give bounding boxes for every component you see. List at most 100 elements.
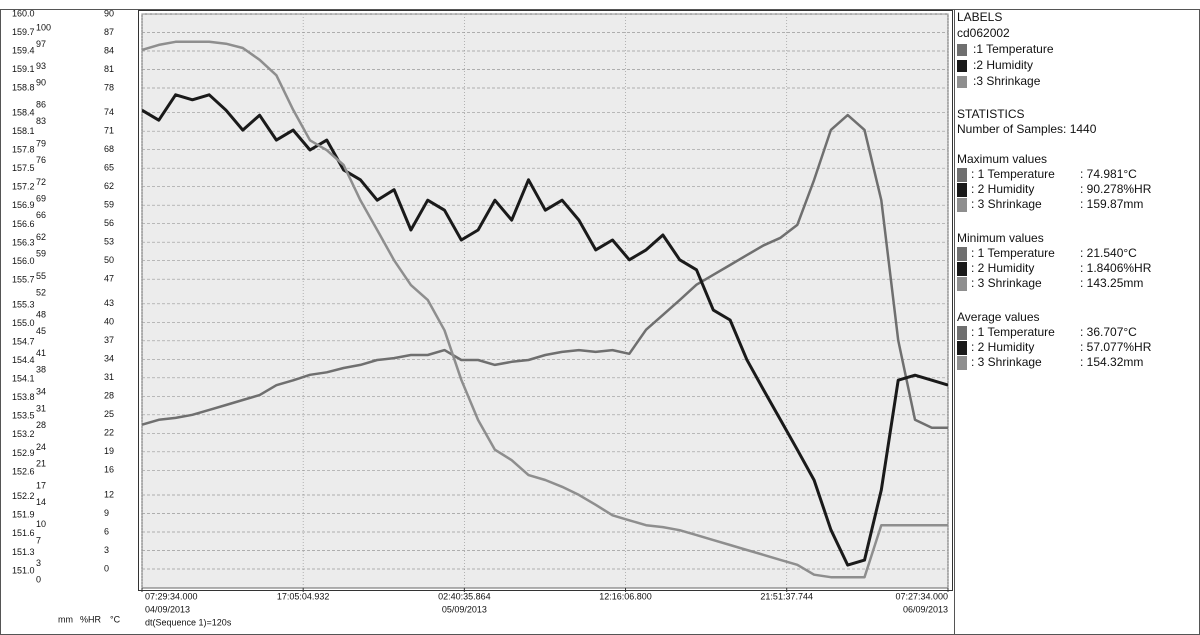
- y2-tick-label: 0: [36, 574, 41, 584]
- y2-tick-label: 38: [36, 365, 46, 375]
- y-tick-label: 158.8: [12, 83, 35, 93]
- stat-label: : 3 Shrinkage: [971, 197, 1042, 211]
- x-tick-label: 17:05:04.932: [277, 591, 330, 601]
- y2-tick-label: 76: [36, 155, 46, 165]
- series-line: [142, 40, 948, 579]
- statistics-title: STATISTICS: [957, 107, 1025, 121]
- y2-tick-label: 17: [36, 481, 46, 491]
- y2-tick-label: 62: [36, 232, 46, 242]
- legend-label: :3 Shrinkage: [973, 74, 1041, 88]
- legend-swatch: [957, 60, 967, 72]
- y-tick-label: 159.4: [12, 46, 35, 56]
- y-tick-label: 155.3: [12, 299, 35, 309]
- y-tick-label: 151.3: [12, 547, 35, 557]
- y2-tick-label: 3: [36, 558, 41, 568]
- y-tick-label: 157.2: [12, 182, 35, 192]
- legend-label: :1 Temperature: [973, 42, 1054, 56]
- y2-tick-label: 97: [36, 39, 46, 49]
- y2-tick-label: 93: [36, 61, 46, 71]
- x-tick-date: 06/09/2013: [903, 604, 948, 614]
- y3-tick-label: 90: [104, 8, 114, 18]
- y2-tick-label: 41: [36, 348, 46, 358]
- y-tick-label: 156.6: [12, 219, 35, 229]
- x-tick-label: 07:27:34.000: [895, 591, 948, 601]
- x-tick-date: 05/09/2013: [442, 604, 487, 614]
- y-tick-label: 158.1: [12, 126, 35, 136]
- y3-tick-label: 50: [104, 255, 114, 265]
- stat-swatch: [957, 198, 967, 212]
- y3-tick-label: 71: [104, 126, 114, 136]
- legend-swatch: [957, 44, 967, 56]
- stat-label: : 3 Shrinkage: [971, 276, 1042, 290]
- stat-value: : 154.32mm: [1080, 355, 1143, 369]
- y3-tick-label: 22: [104, 428, 114, 438]
- stat-value: : 36.707°C: [1080, 325, 1137, 339]
- stat-label: : 1 Temperature: [971, 167, 1055, 181]
- y3-tick-label: 84: [104, 45, 114, 55]
- series-line: [142, 93, 948, 567]
- y3-tick-label: 9: [104, 508, 109, 518]
- y-tick-label: 154.7: [12, 336, 35, 346]
- x-tick-label: 07:29:34.000: [145, 591, 198, 601]
- y2-tick-label: 90: [36, 78, 46, 88]
- y-tick-label: 152.2: [12, 491, 35, 501]
- stat-group-title: Maximum values: [957, 152, 1047, 166]
- y-tick-label: 156.0: [12, 256, 35, 266]
- y3-tick-label: 53: [104, 237, 114, 247]
- stat-label: : 2 Humidity: [971, 182, 1034, 196]
- stat-group-title: Minimum values: [957, 231, 1044, 245]
- y3-tick-label: 16: [104, 465, 114, 475]
- y2-axis-unit: %HR: [80, 614, 102, 624]
- y-tick-label: 156.3: [12, 237, 35, 247]
- y3-tick-label: 34: [104, 354, 114, 364]
- y-tick-label: 155.7: [12, 274, 35, 284]
- samples: Number of Samples: 1440: [957, 122, 1097, 136]
- y-axis-unit: mm: [58, 614, 73, 624]
- stat-value: : 143.25mm: [1080, 276, 1143, 290]
- y3-tick-label: 47: [104, 274, 114, 284]
- y3-tick-label: 78: [104, 82, 114, 92]
- y2-tick-label: 7: [36, 536, 41, 546]
- y2-tick-label: 59: [36, 249, 46, 259]
- y2-tick-label: 21: [36, 458, 46, 468]
- stat-label: : 3 Shrinkage: [971, 355, 1042, 369]
- x-tick-date: 04/09/2013: [145, 604, 190, 614]
- stat-value: : 57.077%HR: [1080, 340, 1152, 354]
- y-tick-label: 153.2: [12, 429, 35, 439]
- y2-tick-label: 86: [36, 100, 46, 110]
- y3-tick-label: 40: [104, 317, 114, 327]
- y3-tick-label: 65: [104, 163, 114, 173]
- stat-label: : 2 Humidity: [971, 340, 1034, 354]
- y2-tick-label: 72: [36, 177, 46, 187]
- y2-tick-label: 69: [36, 193, 46, 203]
- y-tick-label: 160.0: [12, 8, 35, 18]
- legend-label: :2 Humidity: [973, 58, 1033, 72]
- stat-group-title: Average values: [957, 310, 1040, 324]
- y2-tick-label: 66: [36, 210, 46, 220]
- y2-tick-label: 10: [36, 519, 46, 529]
- y3-tick-label: 12: [104, 489, 114, 499]
- stat-value: : 159.87mm: [1080, 197, 1143, 211]
- y3-tick-label: 43: [104, 298, 114, 308]
- y3-tick-label: 0: [104, 563, 109, 573]
- y3-tick-label: 68: [104, 144, 114, 154]
- y3-tick-label: 81: [104, 64, 114, 74]
- y-tick-label: 156.9: [12, 200, 35, 210]
- stat-label: : 1 Temperature: [971, 325, 1055, 339]
- stat-swatch: [957, 247, 967, 261]
- y3-tick-label: 56: [104, 218, 114, 228]
- stat-value: : 21.540°C: [1080, 246, 1137, 260]
- y-tick-label: 159.1: [12, 64, 35, 74]
- x-tick-label: 02:40:35.864: [438, 591, 491, 601]
- stat-swatch: [957, 262, 967, 276]
- stat-swatch: [957, 356, 967, 370]
- y-tick-label: 152.9: [12, 448, 35, 458]
- y-tick-label: 152.6: [12, 466, 35, 476]
- stat-swatch: [957, 183, 967, 197]
- stat-value: : 90.278%HR: [1080, 182, 1152, 196]
- legend-swatch: [957, 76, 967, 88]
- stat-swatch: [957, 326, 967, 340]
- x-tick-label: 12:16:06.800: [599, 591, 652, 601]
- y3-tick-label: 6: [104, 526, 109, 536]
